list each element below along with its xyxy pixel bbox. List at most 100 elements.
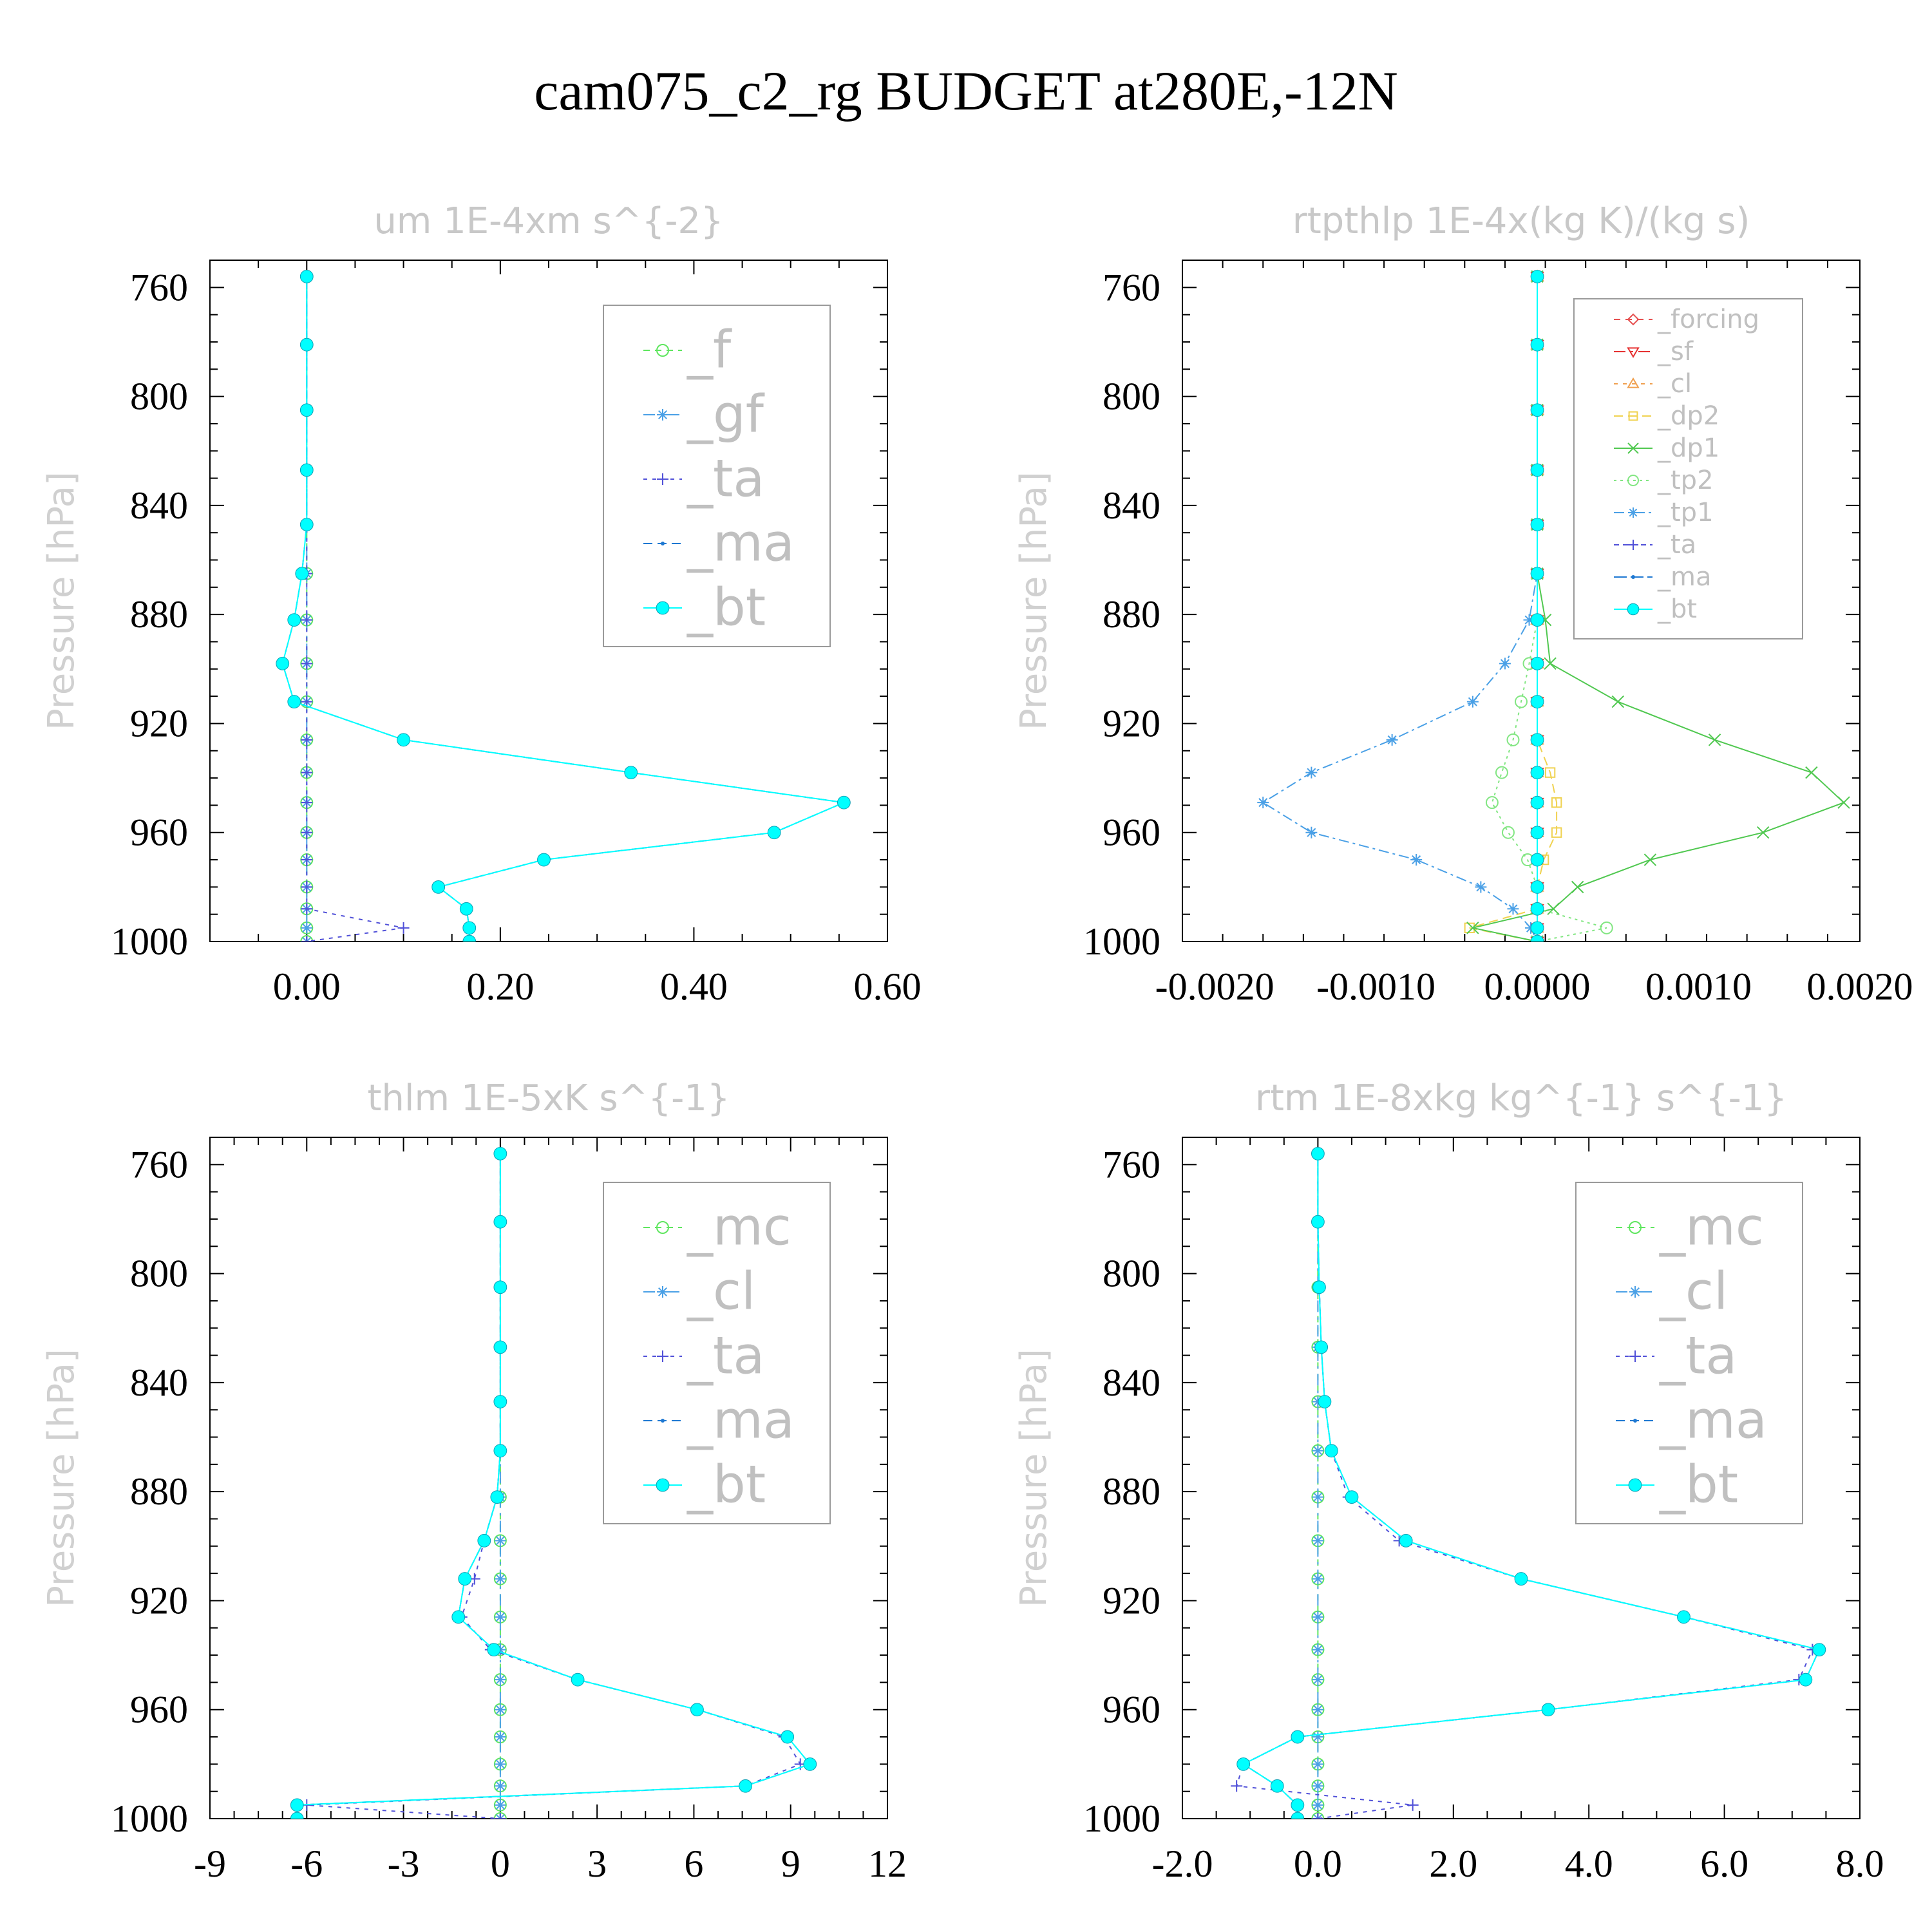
y-tick-label: 920: [1103, 702, 1160, 744]
legend-label: _f: [687, 319, 732, 379]
data-point: [494, 1813, 506, 1819]
data-point: [1530, 518, 1544, 531]
data-point: [301, 797, 313, 809]
data-point: [301, 766, 313, 779]
data-point: [1530, 337, 1544, 352]
data-point: [494, 1703, 506, 1716]
data-point: [1312, 1573, 1324, 1585]
panel-4: rtm 1E-8xkg kg^{-1} s^{-1} Pressure [hPa]…: [1013, 1077, 1884, 1885]
y-axis-label: Pressure [hPa]: [1013, 471, 1055, 730]
data-point: [1406, 1799, 1419, 1811]
legend-marker: [1627, 475, 1639, 486]
legend-marker: [1627, 377, 1640, 388]
data-point: [690, 1703, 704, 1717]
legend-box: [1573, 298, 1803, 639]
data-point: [487, 1643, 501, 1657]
data-point: [1312, 1611, 1324, 1623]
data-point: [494, 1611, 506, 1623]
legend-marker: [656, 1478, 670, 1492]
y-tick-label: 880: [1103, 593, 1160, 636]
data-point: [299, 269, 314, 283]
data-point: [1257, 797, 1269, 809]
data-point: [477, 1533, 491, 1548]
data-point: [1544, 767, 1556, 778]
series-line: [1242, 1153, 1821, 1819]
data-point: [493, 1215, 507, 1229]
legend: _mc_cl_ta_ma_bt: [603, 1182, 831, 1524]
data-point: [1312, 1674, 1324, 1686]
data-point: [1410, 854, 1423, 866]
data-point: [1325, 1444, 1338, 1458]
x-tick-label: 9: [781, 1842, 800, 1885]
y-tick-label: 840: [130, 1361, 188, 1404]
data-point: [1305, 826, 1318, 838]
legend-marker: [1631, 575, 1635, 579]
plot-area: [1231, 1146, 1826, 1819]
legend-label: _cl: [687, 1261, 755, 1321]
data-point: [1312, 1535, 1324, 1547]
data-point: [1541, 1703, 1555, 1717]
legend-box: [1575, 1182, 1803, 1524]
data-point: [299, 403, 314, 417]
data-point: [739, 1779, 752, 1793]
legend-marker: [1633, 1419, 1637, 1423]
data-point: [1643, 853, 1657, 866]
data-point: [1270, 1779, 1284, 1793]
series_bt: [1236, 1146, 1826, 1819]
data-point: [301, 903, 313, 915]
x-tick-label: -0.0020: [1155, 965, 1274, 1008]
legend-label: _dp1: [1657, 433, 1719, 463]
x-tick-label: 2.0: [1429, 1842, 1477, 1885]
legend-marker: [656, 1221, 669, 1234]
data-point: [1312, 1280, 1326, 1294]
legend-label: _bt: [687, 1454, 766, 1514]
data-point: [1312, 1444, 1324, 1457]
data-point: [1600, 921, 1613, 934]
legend-box: [603, 1182, 831, 1524]
series-line: [296, 1153, 811, 1819]
legend: _mc_cl_ta_ma_bt: [1575, 1182, 1803, 1524]
data-point: [1530, 934, 1544, 942]
legend-label: _ta: [687, 1325, 764, 1385]
y-axis-label: Pressure [hPa]: [1013, 1349, 1055, 1607]
data-point: [287, 695, 301, 708]
legend: _forcing _sf _cl_dp2_dp1 _tp2 _tp1 _ta_ma_bt: [1573, 298, 1803, 639]
data-point: [301, 658, 313, 670]
x-tick-label: 0.0: [1294, 1842, 1342, 1885]
data-point: [1799, 1672, 1813, 1687]
data-point: [1291, 1812, 1305, 1819]
data-point: [1708, 734, 1721, 746]
data-point: [494, 1758, 506, 1770]
data-point: [458, 1572, 472, 1586]
data-point: [1530, 733, 1544, 747]
data-point: [1499, 658, 1511, 670]
legend-label: _bt: [687, 577, 766, 637]
panels: um 1E-4xm s^{-2} Pressure [hPa] 760 800 840 8…: [41, 200, 1913, 1885]
data-point: [1399, 1533, 1413, 1548]
data-point: [301, 936, 313, 942]
x-tick-label: 0.00: [273, 965, 341, 1008]
legend-label: _tp2: [1657, 466, 1714, 495]
legend-label: _forcing: [1657, 305, 1759, 334]
legend: _f_gf_ta_ma_bt: [603, 305, 831, 647]
y-tick-label: 1000: [111, 920, 188, 963]
data-point: [493, 1444, 507, 1458]
panel-2: rtpthlp 1E-4x(kg K)/(kg s) Pressure [hPa]…: [1013, 200, 1913, 1008]
data-point: [1530, 880, 1544, 894]
y-tick-label: 800: [1103, 375, 1160, 418]
data-point: [1312, 1813, 1324, 1819]
x-tick-label: -3: [388, 1842, 420, 1885]
data-point: [1466, 922, 1479, 934]
x-tick-label: 0.0020: [1807, 965, 1913, 1008]
data-point: [1551, 797, 1562, 808]
data-point: [493, 1340, 507, 1354]
data-point: [494, 1573, 506, 1585]
legend-label: _mc: [1659, 1197, 1764, 1256]
legend-label: _bt: [1657, 594, 1697, 624]
data-point: [767, 826, 781, 840]
data-point: [1312, 1731, 1324, 1743]
y-tick-label: 800: [1103, 1253, 1160, 1295]
y-tick-label: 960: [1103, 811, 1160, 854]
data-point: [451, 1610, 466, 1624]
data-point: [1530, 403, 1544, 417]
